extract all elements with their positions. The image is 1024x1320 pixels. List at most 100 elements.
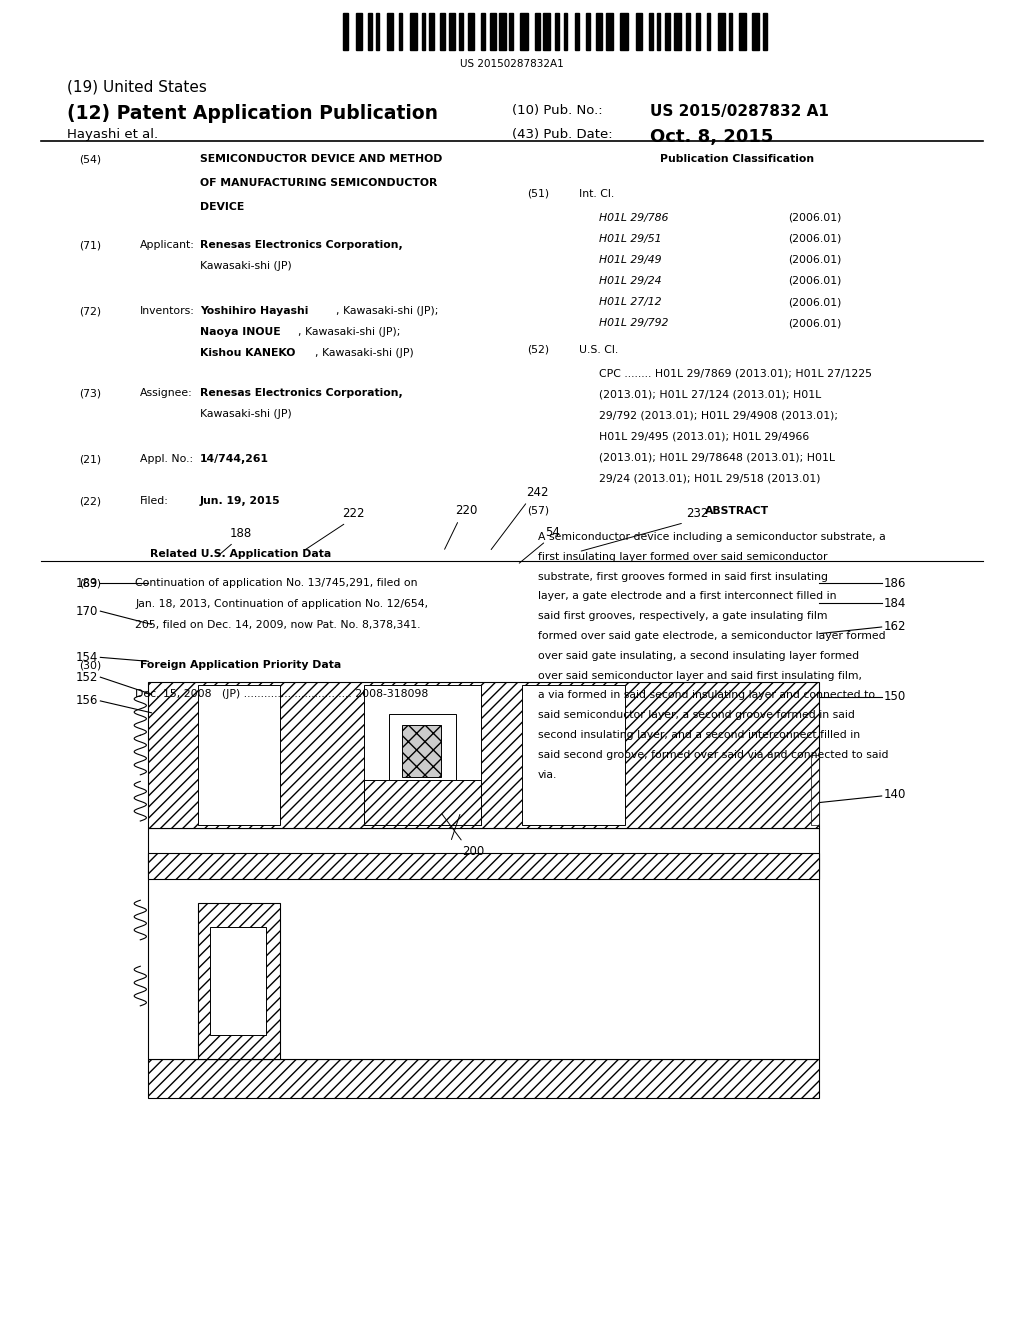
Bar (364, 685, 481, 825)
Text: Appl. No.:: Appl. No.: (140, 454, 194, 465)
Bar (649, 13, 652, 50)
Bar (439, 13, 444, 50)
Bar (509, 13, 513, 50)
Bar (564, 13, 567, 50)
Text: CPC ........ H01L 29/7869 (2013.01); H01L 27/1225: CPC ........ H01L 29/7869 (2013.01); H01… (599, 368, 872, 379)
Text: (73): (73) (79, 388, 101, 399)
Text: substrate, first grooves formed in said first insulating: substrate, first grooves formed in said … (538, 572, 827, 582)
Bar (544, 13, 550, 50)
Text: Related U.S. Application Data: Related U.S. Application Data (150, 549, 332, 560)
Text: 154: 154 (76, 651, 98, 664)
Bar (522, 685, 625, 825)
Text: said semiconductor layer, a second groove formed in said: said semiconductor layer, a second groov… (538, 710, 854, 721)
Bar (468, 13, 474, 50)
Text: Applicant:: Applicant: (140, 240, 196, 251)
Text: DEVICE: DEVICE (200, 202, 244, 213)
Text: 184: 184 (884, 597, 906, 610)
Text: Dec. 15, 2008   (JP) ................................ 2008-318098: Dec. 15, 2008 (JP) .....................… (135, 689, 428, 700)
Text: OF MANUFACTURING SEMICONDUCTOR: OF MANUFACTURING SEMICONDUCTOR (200, 178, 437, 189)
Text: (10) Pub. No.:: (10) Pub. No.: (512, 104, 603, 117)
Text: (2006.01): (2006.01) (788, 297, 842, 308)
Text: Publication Classification: Publication Classification (660, 154, 814, 165)
Text: said second groove, formed over said via and connected to said: said second groove, formed over said via… (538, 750, 888, 760)
Bar (387, 13, 392, 50)
Text: 14/744,261: 14/744,261 (200, 454, 268, 465)
Text: 156: 156 (76, 694, 98, 708)
Text: , Kawasaki-shi (JP);: , Kawasaki-shi (JP); (298, 327, 400, 338)
Text: U.S. Cl.: U.S. Cl. (579, 345, 617, 355)
Bar (555, 13, 559, 50)
Bar (656, 13, 659, 50)
Text: Assignee:: Assignee: (140, 388, 194, 399)
Bar (753, 13, 759, 50)
Text: (2013.01); H01L 27/124 (2013.01); H01L: (2013.01); H01L 27/124 (2013.01); H01L (599, 389, 821, 400)
Text: 140: 140 (884, 788, 906, 801)
Bar (369, 13, 372, 50)
Text: 189: 189 (76, 577, 98, 590)
Text: Kishou KANEKO: Kishou KANEKO (200, 348, 295, 359)
Bar (686, 13, 690, 50)
Text: Jun. 19, 2015: Jun. 19, 2015 (200, 496, 281, 507)
Bar (480, 13, 484, 50)
Text: (30): (30) (79, 660, 101, 671)
Text: H01L 29/786: H01L 29/786 (599, 213, 669, 223)
Text: H01L 29/49: H01L 29/49 (599, 255, 662, 265)
Bar (621, 13, 628, 50)
Bar (811, 755, 819, 825)
Bar (696, 13, 699, 50)
Bar (586, 13, 590, 50)
Text: Kawasaki-shi (JP): Kawasaki-shi (JP) (200, 261, 292, 272)
Text: (57): (57) (527, 506, 550, 516)
Text: (2006.01): (2006.01) (788, 234, 842, 244)
Text: (2006.01): (2006.01) (788, 318, 842, 329)
Text: (12) Patent Application Publication: (12) Patent Application Publication (67, 104, 437, 123)
Bar (605, 13, 613, 50)
Text: 186: 186 (884, 577, 906, 590)
Text: over said semiconductor layer and said first insulating film,: over said semiconductor layer and said f… (538, 671, 861, 681)
Bar (355, 13, 362, 50)
Bar (596, 13, 602, 50)
Text: US 2015/0287832 A1: US 2015/0287832 A1 (650, 104, 829, 119)
Text: (71): (71) (79, 240, 101, 251)
Text: (21): (21) (79, 454, 101, 465)
Text: (22): (22) (79, 496, 101, 507)
Bar (459, 13, 464, 50)
Text: (54): (54) (79, 154, 101, 165)
Bar (575, 13, 580, 50)
Text: US 20150287832A1: US 20150287832A1 (460, 59, 564, 70)
Text: 220: 220 (455, 504, 477, 517)
Text: Yoshihiro Hayashi: Yoshihiro Hayashi (200, 306, 308, 317)
Bar (148, 828, 819, 1059)
Text: 232: 232 (686, 507, 709, 520)
Text: first insulating layer formed over said semiconductor: first insulating layer formed over said … (538, 552, 827, 562)
Text: A semiconductor device including a semiconductor substrate, a: A semiconductor device including a semic… (538, 532, 886, 543)
Text: Continuation of application No. 13/745,291, filed on: Continuation of application No. 13/745,2… (135, 578, 418, 589)
Text: 242: 242 (526, 486, 549, 499)
Bar (411, 13, 418, 50)
Text: 54: 54 (546, 525, 560, 539)
Bar (707, 13, 711, 50)
Bar (636, 13, 642, 50)
Text: said first grooves, respectively, a gate insulating film: said first grooves, respectively, a gate… (538, 611, 827, 622)
Text: H01L 29/24: H01L 29/24 (599, 276, 662, 286)
Bar (429, 13, 434, 50)
Text: Renesas Electronics Corporation,: Renesas Electronics Corporation, (200, 240, 402, 251)
Text: Int. Cl.: Int. Cl. (579, 189, 613, 199)
Bar (450, 13, 456, 50)
Bar (763, 13, 767, 50)
Text: 222: 222 (342, 507, 365, 520)
Bar (536, 13, 540, 50)
Text: (19) United States: (19) United States (67, 79, 207, 94)
Text: Renesas Electronics Corporation,: Renesas Electronics Corporation, (200, 388, 402, 399)
Text: a via formed in said second insulating layer and connected to: a via formed in said second insulating l… (538, 690, 874, 701)
Bar (148, 682, 819, 828)
Bar (210, 927, 266, 1035)
Text: 150: 150 (884, 690, 906, 704)
Bar (389, 714, 456, 780)
Text: (2013.01); H01L 29/78648 (2013.01); H01L: (2013.01); H01L 29/78648 (2013.01); H01L (599, 453, 835, 463)
Text: , Kawasaki-shi (JP);: , Kawasaki-shi (JP); (336, 306, 438, 317)
Text: (2006.01): (2006.01) (788, 255, 842, 265)
Text: H01L 29/495 (2013.01); H01L 29/4966: H01L 29/495 (2013.01); H01L 29/4966 (599, 432, 809, 442)
Text: (63): (63) (79, 578, 101, 589)
Bar (364, 780, 481, 825)
